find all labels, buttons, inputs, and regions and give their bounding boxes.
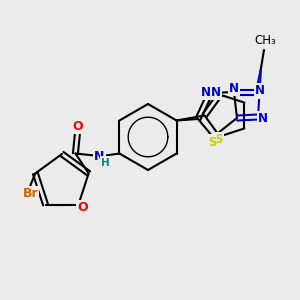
Text: N: N <box>94 150 105 163</box>
Text: N: N <box>211 86 221 99</box>
Text: S: S <box>208 136 216 148</box>
Text: N: N <box>229 82 239 94</box>
Text: N: N <box>255 85 265 98</box>
Text: Br: Br <box>22 187 38 200</box>
Text: O: O <box>77 201 88 214</box>
Text: S: S <box>214 133 223 146</box>
Text: H: H <box>101 158 110 167</box>
Text: CH₃: CH₃ <box>254 34 276 46</box>
Text: O: O <box>72 120 83 133</box>
Text: N: N <box>258 112 268 125</box>
Text: N: N <box>201 85 211 98</box>
